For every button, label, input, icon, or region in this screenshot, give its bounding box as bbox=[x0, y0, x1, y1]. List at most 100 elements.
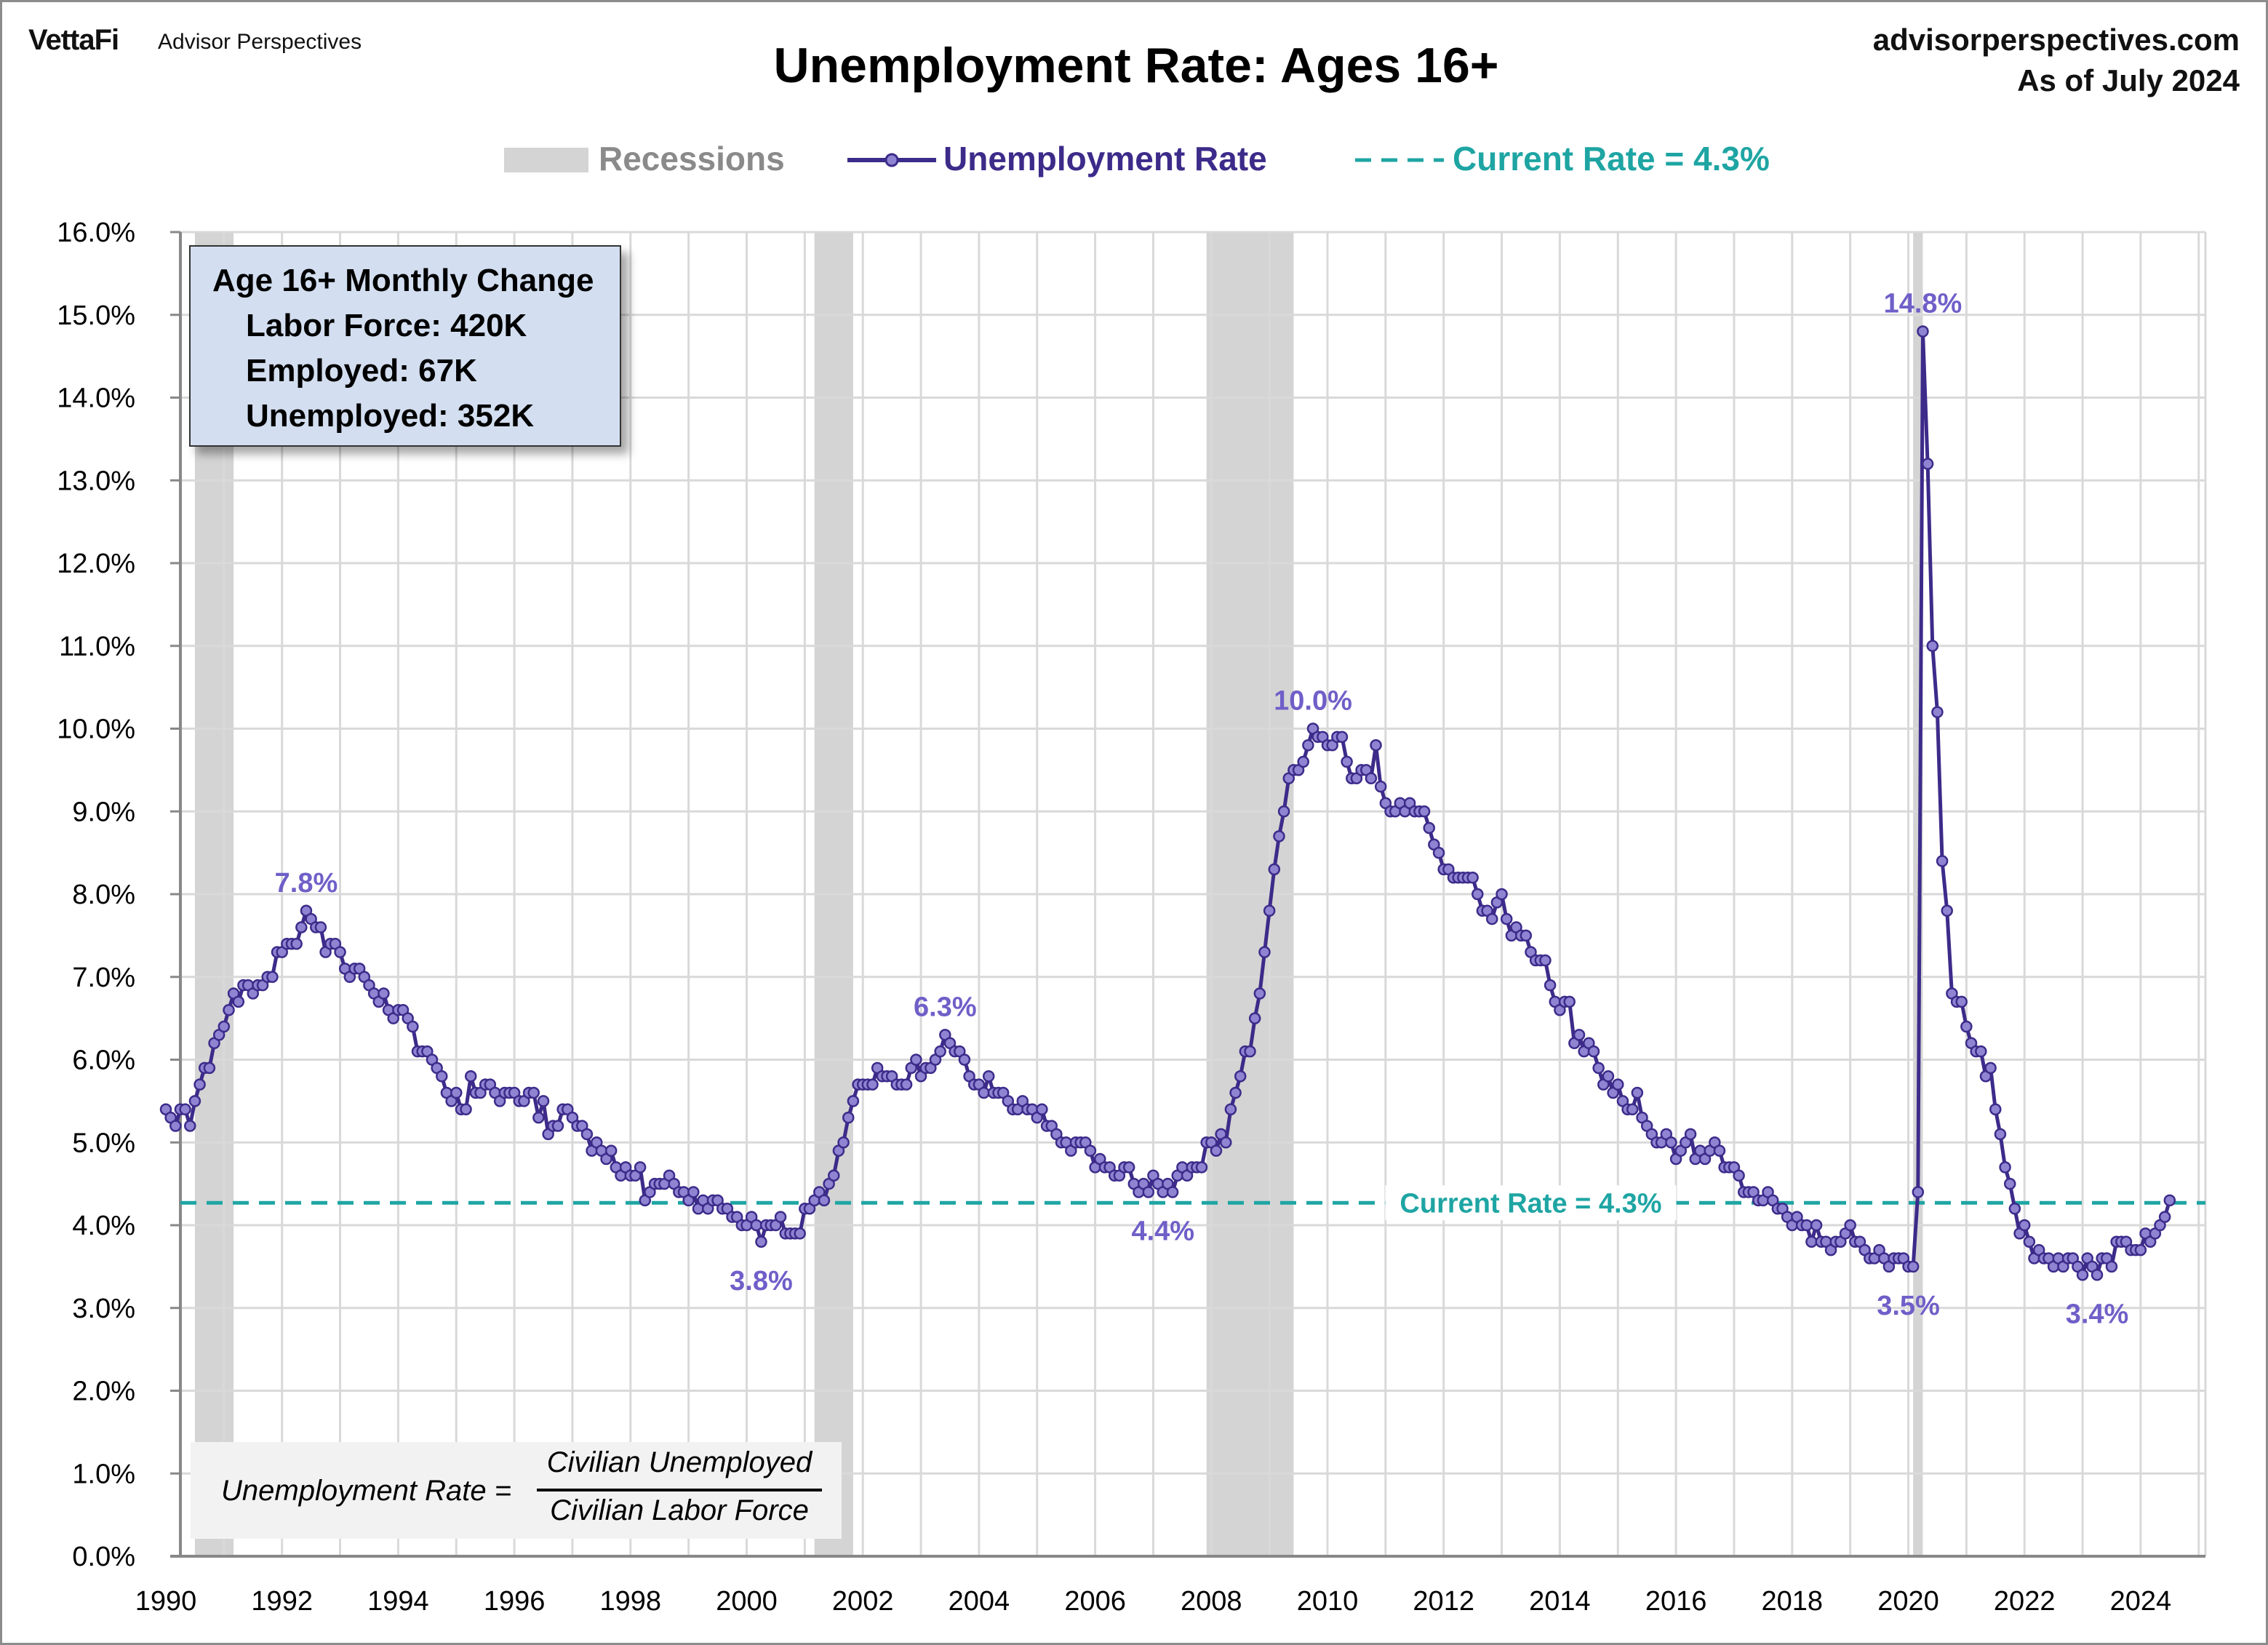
data-point bbox=[1844, 1219, 1856, 1232]
data-point bbox=[634, 1161, 647, 1174]
data-point bbox=[866, 1078, 879, 1091]
data-point bbox=[774, 1211, 787, 1223]
data-point bbox=[2076, 1269, 2089, 1281]
y-tick-label: 0.0% bbox=[72, 1542, 135, 1572]
data-point bbox=[532, 1111, 545, 1124]
data-point bbox=[1166, 1186, 1179, 1198]
data-point bbox=[1302, 739, 1314, 752]
data-point bbox=[1587, 1045, 1600, 1058]
data-point bbox=[217, 1020, 231, 1033]
data-point bbox=[1466, 872, 1479, 884]
data-point bbox=[1926, 640, 1939, 652]
y-tick-label: 7.0% bbox=[72, 963, 135, 993]
data-point bbox=[1602, 1070, 1615, 1083]
legend-line-label: Unemployment Rate bbox=[943, 140, 1267, 178]
data-point bbox=[1244, 1045, 1256, 1058]
data-point bbox=[604, 1144, 618, 1157]
x-tick-label: 2010 bbox=[1297, 1586, 1359, 1617]
x-tick-label: 2002 bbox=[832, 1586, 894, 1617]
unemployed-change: Unemployed: 352K bbox=[246, 398, 535, 434]
data-point bbox=[232, 995, 245, 1008]
data-point bbox=[1432, 846, 1445, 859]
data-point bbox=[1248, 1012, 1261, 1024]
data-point bbox=[1229, 1086, 1242, 1099]
current-rate-label: Current Rate = 4.3% bbox=[1399, 1188, 1661, 1219]
unemployment-rate-line bbox=[164, 330, 2172, 1277]
data-point bbox=[1684, 1128, 1697, 1141]
x-tick-label: 1990 bbox=[135, 1586, 197, 1617]
x-tick-label: 2006 bbox=[1064, 1586, 1126, 1617]
x-tick-label: 2004 bbox=[949, 1586, 1010, 1617]
data-point bbox=[1277, 805, 1290, 818]
data-point bbox=[1941, 904, 1953, 917]
data-point bbox=[1253, 987, 1266, 1000]
formula-denominator: Civilian Labor Force bbox=[550, 1494, 809, 1526]
data-point bbox=[1921, 458, 1934, 470]
data-point bbox=[978, 1086, 990, 1099]
data-point bbox=[1539, 954, 1552, 967]
data-point bbox=[464, 1070, 477, 1083]
y-tick-label: 1.0% bbox=[72, 1459, 135, 1489]
data-point bbox=[2158, 1211, 2171, 1223]
data-point bbox=[1805, 1235, 1818, 1248]
data-point bbox=[1263, 904, 1276, 917]
data-point bbox=[334, 946, 346, 958]
data-point bbox=[750, 1219, 763, 1232]
data-point bbox=[1544, 979, 1557, 992]
data-point bbox=[1975, 1045, 1987, 1058]
data-point bbox=[1592, 1062, 1605, 1075]
advisor-perspectives-logo: Advisor Perspectives bbox=[158, 30, 362, 54]
x-tick-label: 2018 bbox=[1762, 1586, 1824, 1617]
data-point bbox=[842, 1111, 855, 1124]
data-point bbox=[837, 1136, 850, 1149]
data-point bbox=[169, 1120, 182, 1132]
data-point bbox=[1960, 1020, 1973, 1033]
data-point bbox=[266, 971, 279, 983]
data-point bbox=[910, 1053, 922, 1066]
data-point bbox=[223, 1004, 235, 1016]
data-point bbox=[1713, 1144, 1726, 1157]
site-url: advisorperspectives.com bbox=[1872, 23, 2240, 57]
peak-trough-label: 3.4% bbox=[2066, 1299, 2129, 1329]
formula-box: Unemployment Rate = Civilian Unemployed … bbox=[191, 1442, 842, 1539]
y-tick-label: 12.0% bbox=[57, 549, 135, 579]
peak-trough-label: 4.4% bbox=[1131, 1216, 1194, 1247]
data-point bbox=[1665, 1136, 1677, 1149]
data-point bbox=[1984, 1062, 1997, 1075]
y-tick-label: 4.0% bbox=[72, 1211, 135, 1241]
data-point bbox=[900, 1078, 913, 1091]
data-point bbox=[1036, 1103, 1048, 1115]
data-point bbox=[1485, 912, 1498, 925]
data-point bbox=[1142, 1186, 1155, 1198]
data-point bbox=[2091, 1269, 2104, 1281]
x-tick-label: 1996 bbox=[484, 1586, 546, 1617]
data-point bbox=[1612, 1078, 1624, 1091]
data-point bbox=[193, 1078, 206, 1091]
data-point bbox=[1268, 863, 1281, 876]
data-point bbox=[1195, 1161, 1208, 1174]
data-point bbox=[687, 1186, 700, 1198]
data-point bbox=[1810, 1219, 1823, 1232]
data-point bbox=[1912, 1186, 1925, 1198]
employed-change: Employed: 67K bbox=[246, 353, 477, 389]
peak-trough-label: 3.5% bbox=[1877, 1291, 1940, 1321]
y-tick-label: 10.0% bbox=[57, 714, 135, 745]
data-point bbox=[1365, 772, 1378, 784]
data-point bbox=[1994, 1128, 2007, 1141]
x-tick-label: 2016 bbox=[1645, 1586, 1707, 1617]
formula-lhs: Unemployment Rate = bbox=[221, 1475, 512, 1507]
data-point bbox=[551, 1120, 564, 1132]
data-point bbox=[1210, 1144, 1223, 1157]
data-point bbox=[2023, 1235, 2036, 1248]
data-point bbox=[179, 1103, 191, 1115]
data-point bbox=[934, 1045, 946, 1058]
data-point bbox=[1220, 1136, 1232, 1149]
data-point bbox=[407, 1020, 419, 1033]
data-point bbox=[755, 1235, 767, 1248]
legend-line-swatch bbox=[847, 153, 936, 167]
y-tick-label: 6.0% bbox=[72, 1045, 135, 1076]
data-point bbox=[290, 938, 303, 950]
x-tick-label: 2022 bbox=[1994, 1586, 2056, 1617]
x-tick-label: 2008 bbox=[1181, 1586, 1242, 1617]
